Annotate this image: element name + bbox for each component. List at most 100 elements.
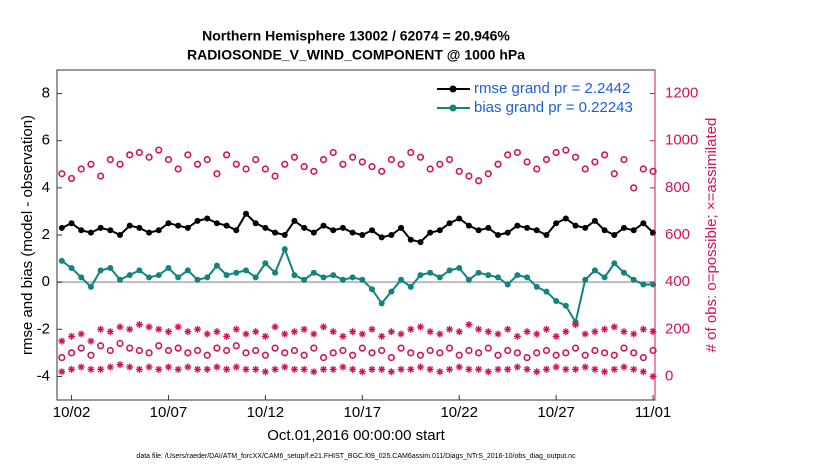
marker-asterisk	[368, 325, 376, 333]
marker	[591, 217, 598, 224]
marker-asterisk	[649, 328, 657, 336]
marker	[417, 239, 424, 246]
marker-asterisk	[68, 365, 76, 373]
marker-asterisk	[203, 330, 211, 338]
marker	[301, 224, 308, 231]
marker-asterisk	[135, 365, 143, 373]
marker-asterisk	[523, 328, 531, 336]
marker-asterisk	[300, 365, 308, 373]
marker	[146, 229, 153, 236]
y2-tick-label: 600	[665, 226, 690, 243]
marker	[601, 227, 608, 234]
marker-asterisk	[155, 365, 163, 373]
marker-asterisk	[581, 330, 589, 338]
marker-circle	[581, 351, 589, 359]
marker-circle	[358, 158, 366, 166]
chart-subtitle: RADIOSONDE_V_WIND_COMPONENT @ 1000 hPa	[187, 47, 525, 63]
marker-circle	[281, 160, 289, 168]
marker-circle	[261, 351, 269, 359]
marker-asterisk	[116, 323, 124, 331]
marker	[97, 267, 104, 274]
marker-asterisk	[562, 365, 570, 373]
marker-circle	[164, 346, 173, 355]
y-tick-label: 6	[42, 132, 50, 149]
marker-circle	[513, 148, 521, 157]
marker-asterisk	[475, 365, 483, 373]
marker	[146, 274, 153, 281]
marker-asterisk	[290, 328, 298, 336]
marker-circle	[126, 151, 134, 159]
marker-asterisk	[339, 363, 347, 371]
legend-marker	[449, 104, 457, 112]
marker-circle	[329, 349, 337, 357]
marker-circle	[620, 344, 628, 352]
marker-circle	[465, 346, 473, 355]
marker	[465, 276, 472, 283]
y-tick-label: -4	[37, 367, 50, 384]
marker-circle	[300, 163, 308, 171]
marker	[524, 274, 531, 281]
marker-circle	[562, 146, 570, 154]
marker-asterisk	[349, 365, 357, 373]
marker-circle	[203, 351, 211, 359]
marker	[78, 227, 85, 234]
marker-circle	[639, 353, 647, 362]
marker-asterisk	[378, 365, 386, 373]
marker	[155, 227, 162, 234]
marker	[126, 272, 133, 279]
marker-circle	[77, 344, 85, 352]
marker-asterisk	[455, 363, 463, 371]
marker-asterisk	[397, 365, 405, 373]
marker-asterisk	[106, 363, 114, 371]
marker-asterisk	[465, 365, 473, 373]
marker-asterisk	[552, 332, 560, 340]
marker-circle	[407, 349, 415, 357]
marker-asterisk	[475, 325, 483, 333]
marker	[514, 272, 521, 279]
marker-circle	[164, 155, 173, 164]
marker-asterisk	[329, 328, 337, 336]
marker-circle	[116, 339, 124, 348]
y-tick-label: 4	[42, 179, 50, 196]
x-axis-label: Oct.01,2016 00:00:00 start	[267, 427, 445, 444]
marker-circle	[475, 349, 483, 357]
marker-asterisk	[242, 365, 250, 373]
marker	[398, 276, 405, 283]
marker	[107, 227, 114, 234]
x-tick-label: 10/27	[537, 404, 575, 421]
marker-asterisk	[232, 325, 240, 333]
marker-asterisk	[397, 330, 405, 338]
marker-circle	[329, 148, 337, 157]
marker	[630, 276, 637, 283]
marker-circle	[232, 342, 240, 350]
marker-asterisk	[484, 328, 492, 336]
marker-circle	[552, 351, 560, 359]
marker	[291, 217, 298, 224]
marker-asterisk	[368, 365, 376, 373]
marker-circle	[319, 353, 328, 362]
marker-circle	[252, 346, 260, 355]
marker	[87, 283, 94, 290]
marker-circle	[310, 344, 318, 352]
marker	[252, 274, 259, 281]
marker-circle	[455, 167, 463, 175]
marker	[58, 257, 65, 264]
marker	[262, 260, 269, 267]
marker	[175, 222, 182, 229]
marker-asterisk	[145, 363, 153, 371]
marker-asterisk	[572, 365, 580, 373]
marker-asterisk	[378, 332, 386, 340]
marker-circle	[300, 351, 308, 359]
marker	[78, 274, 85, 281]
marker-circle	[349, 153, 357, 161]
marker-asterisk	[358, 330, 366, 338]
marker-circle	[581, 165, 589, 173]
marker	[213, 220, 220, 227]
marker	[553, 298, 560, 304]
marker	[640, 281, 647, 288]
marker-circle	[290, 153, 299, 161]
marker-asterisk	[504, 365, 512, 373]
x-tick-label: 10/07	[150, 404, 188, 421]
